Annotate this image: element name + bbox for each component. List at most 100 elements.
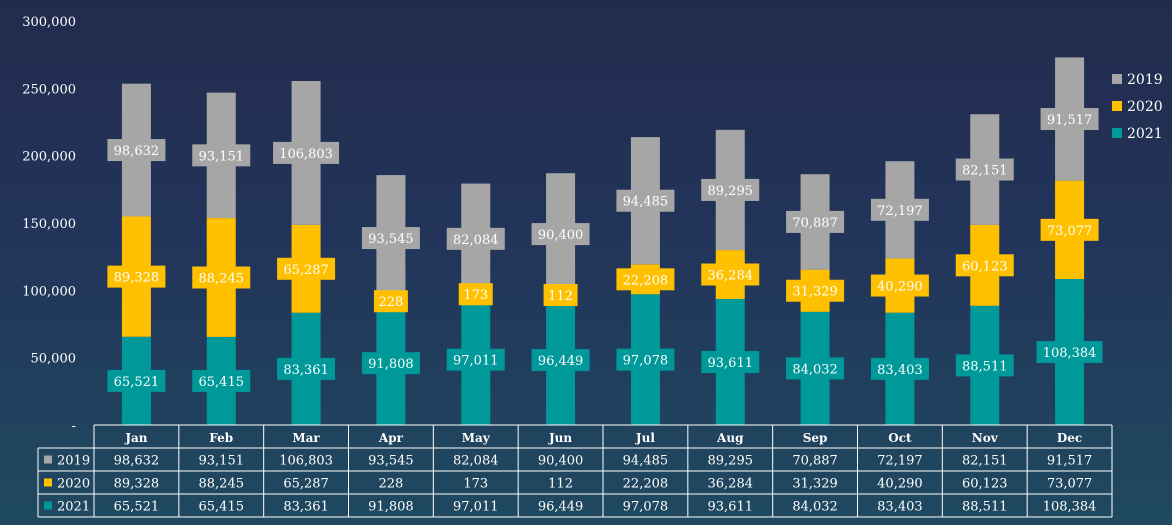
data-label-2021-jun: 96,449 xyxy=(538,354,584,369)
data-label-2019-sep: 70,887 xyxy=(792,216,838,231)
table-cell-2019-jul: 94,485 xyxy=(623,454,669,469)
data-label-2021-sep: 84,032 xyxy=(792,362,838,377)
legend-label-2019: 2019 xyxy=(1127,72,1163,88)
data-label-box-2020-dec xyxy=(1040,218,1099,241)
data-label-2019-nov: 82,151 xyxy=(962,164,1008,179)
data-label-box-2020-oct xyxy=(870,274,929,297)
data-table: Jan Feb Mar Apr May Jun Jul Aug Sep Oct Nov Dec 2019… xyxy=(37,424,1113,518)
data-label-2021-aug: 93,611 xyxy=(708,356,754,371)
data-label-2019-feb: 93,151 xyxy=(199,149,245,164)
data-label-2020-apr: 228 xyxy=(379,295,404,310)
category-label-aug: Aug xyxy=(716,431,744,445)
table-cell-2021-feb: 65,415 xyxy=(199,500,245,515)
data-label-box-2019-nov xyxy=(955,158,1014,181)
data-label-2020-jan: 89,328 xyxy=(114,271,160,286)
data-label-box-2019-feb xyxy=(192,144,251,167)
data-label-2021-nov: 88,511 xyxy=(962,359,1008,374)
data-label-box-2020-jun xyxy=(543,284,578,307)
table-cell-2019-jan: 98,632 xyxy=(114,454,160,469)
category-label-jul: Jul xyxy=(635,431,655,445)
data-label-box-2021-oct xyxy=(870,357,929,380)
table-cell-2020-sep: 31,329 xyxy=(792,477,838,492)
table-cell-2021-jul: 97,078 xyxy=(623,500,669,515)
data-label-2020-aug: 36,284 xyxy=(708,269,754,284)
table-cell-2019-may: 82,084 xyxy=(453,454,499,469)
table-cell-2019-sep: 70,887 xyxy=(792,454,838,469)
table-cell-2020-feb: 88,245 xyxy=(199,477,245,492)
table-key-2019 xyxy=(44,455,52,464)
table-cell-2020-jun: 112 xyxy=(548,477,573,492)
data-label-box-2020-nov xyxy=(955,254,1014,277)
table-row-label-2021: 2021 xyxy=(57,500,90,515)
data-label-box-2021-nov xyxy=(955,354,1014,377)
data-label-2020-may: 173 xyxy=(463,288,488,303)
data-label-box-2021-jun xyxy=(531,349,590,372)
category-label-jan: Jan xyxy=(124,431,147,445)
y-tick-label: 50,000 xyxy=(31,352,77,367)
data-label-2019-dec: 91,517 xyxy=(1047,113,1093,128)
data-label-box-2020-feb xyxy=(192,266,251,289)
table-cell-2021-sep: 84,032 xyxy=(792,500,838,515)
table-cell-2019-aug: 89,295 xyxy=(708,454,754,469)
legend-label-2020: 2020 xyxy=(1127,99,1163,115)
category-label-may: May xyxy=(462,431,491,445)
table-cell-2019-oct: 72,197 xyxy=(877,454,923,469)
table-row-label-2020: 2020 xyxy=(57,477,90,492)
category-label-sep: Sep xyxy=(803,431,828,445)
y-tick-label: 200,000 xyxy=(22,150,76,165)
data-label-box-2021-feb xyxy=(192,369,251,392)
table-cell-2020-jul: 22,208 xyxy=(623,477,669,492)
data-label-box-2020-jan xyxy=(107,265,166,288)
data-label-2021-feb: 65,415 xyxy=(199,375,245,390)
data-label-box-2019-dec xyxy=(1040,108,1099,131)
table-cell-2019-mar: 106,803 xyxy=(279,454,333,469)
data-label-box-2019-jul xyxy=(616,189,675,212)
category-label-jun: Jun xyxy=(548,431,572,445)
legend: 2019 2020 2021 xyxy=(1112,72,1163,142)
table-cell-2020-may: 173 xyxy=(463,477,488,492)
table-cell-2021-oct: 83,403 xyxy=(877,500,923,515)
table-key-2020 xyxy=(44,478,52,487)
data-label-box-2021-sep xyxy=(786,357,845,380)
table-cell-2021-dec: 108,384 xyxy=(1043,500,1097,515)
category-label-nov: Nov xyxy=(972,431,999,445)
data-label-2020-mar: 65,287 xyxy=(283,263,329,278)
table-cell-2019-dec: 91,517 xyxy=(1047,454,1093,469)
table-cell-2020-oct: 40,290 xyxy=(877,477,923,492)
table-cell-2020-apr: 228 xyxy=(379,477,404,492)
data-label-box-2020-mar xyxy=(277,257,336,280)
data-label-2021-jul: 97,078 xyxy=(623,354,669,369)
data-label-box-2019-jun xyxy=(531,223,590,246)
data-label-box-2020-sep xyxy=(786,279,845,302)
data-label-2020-oct: 40,290 xyxy=(877,280,923,295)
y-tick-label: 150,000 xyxy=(22,217,76,232)
legend-swatch-2020 xyxy=(1112,101,1122,111)
category-label-dec: Dec xyxy=(1057,431,1082,445)
data-label-2021-apr: 91,808 xyxy=(368,357,414,372)
y-tick-label: - xyxy=(72,419,76,434)
data-label-2021-may: 97,011 xyxy=(453,354,499,369)
category-label-apr: Apr xyxy=(378,431,404,445)
table-cell-2021-nov: 88,511 xyxy=(962,500,1008,515)
table-cell-2020-mar: 65,287 xyxy=(283,477,329,492)
category-label-mar: Mar xyxy=(292,431,320,445)
data-label-box-2021-may xyxy=(446,348,505,371)
category-label-oct: Oct xyxy=(888,431,912,445)
y-tick-label: 100,000 xyxy=(22,284,76,299)
data-label-2019-mar: 106,803 xyxy=(279,147,333,162)
data-label-box-2021-jul xyxy=(616,348,675,371)
data-label-box-2019-apr xyxy=(361,227,420,250)
data-label-2021-dec: 108,384 xyxy=(1043,346,1097,361)
table-cell-2021-jan: 65,521 xyxy=(114,500,160,515)
table-cell-2019-jun: 90,400 xyxy=(538,454,584,469)
data-labels: 65,521 89,328 98,632 65,415 88,245 93,151 83,3… xyxy=(107,108,1103,392)
data-label-box-2021-dec xyxy=(1036,341,1103,364)
y-tick-label: 300,000 xyxy=(22,15,76,30)
data-label-2021-mar: 83,361 xyxy=(283,363,329,378)
data-label-2021-oct: 83,403 xyxy=(877,363,923,378)
table-cell-2021-jun: 96,449 xyxy=(538,500,584,515)
legend-swatch-2021 xyxy=(1112,128,1122,138)
data-label-box-2020-aug xyxy=(701,263,760,286)
bar-area xyxy=(121,57,1085,425)
